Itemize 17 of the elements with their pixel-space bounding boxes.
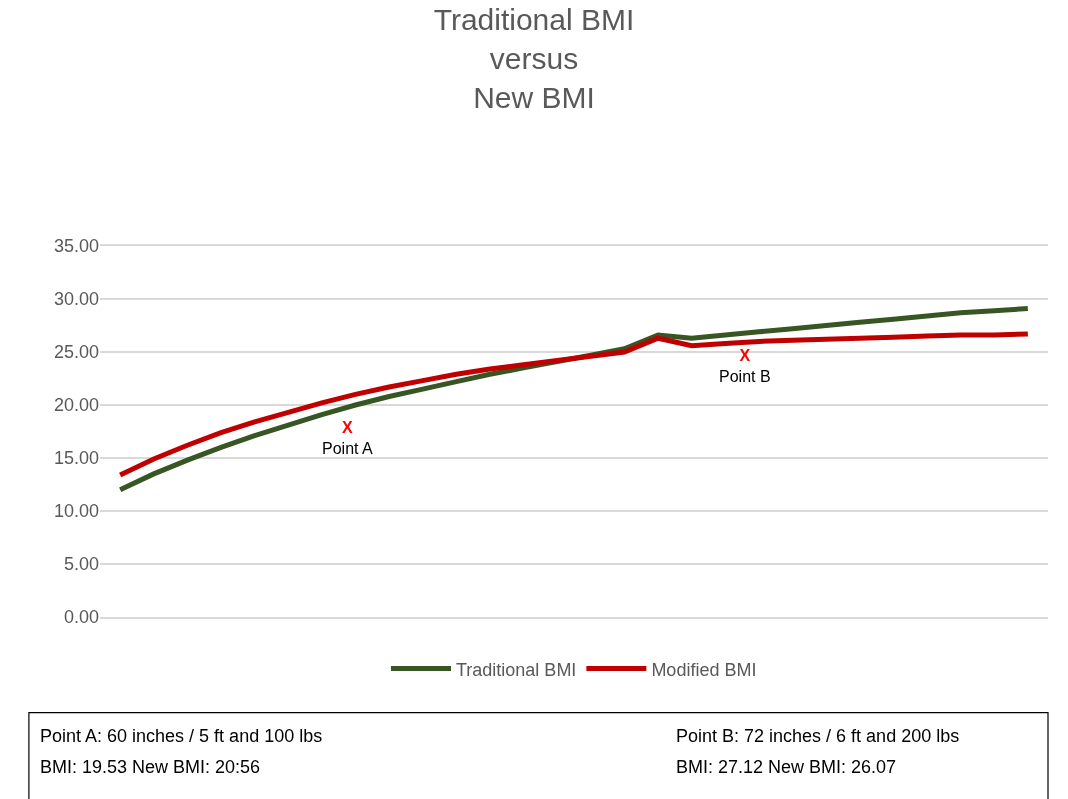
- y-tick-label: 35.00: [53, 236, 99, 257]
- text: Point A: 60 inches / 5 ft and 100 lbs: [40, 726, 323, 746]
- y-tick-label: 0.00: [63, 607, 99, 628]
- annotation: X Point B: [719, 347, 771, 385]
- text: Point B: 72 inches / 6 ft and 200 lbs: [676, 726, 960, 746]
- annotation: X Point A: [322, 419, 374, 457]
- chart-title: Traditional BMI versus New BMI: [433, 3, 635, 114]
- text: BMI: 19.53 New BMI: 20:56: [40, 757, 261, 777]
- y-tick-label: 5.00: [63, 554, 99, 575]
- y-tick-label: 15.00: [53, 448, 99, 469]
- y-tick-label: 25.00: [53, 342, 99, 363]
- y-tick-label: 30.00: [53, 289, 99, 310]
- legend-label: Modified BMI: [651, 659, 757, 680]
- y-tick-label: 10.00: [53, 501, 99, 522]
- text: BMI: 27.12 New BMI: 26.07: [676, 757, 897, 777]
- y-tick-label: 20.00: [53, 395, 99, 416]
- legend-label: Traditional BMI: [456, 659, 577, 680]
